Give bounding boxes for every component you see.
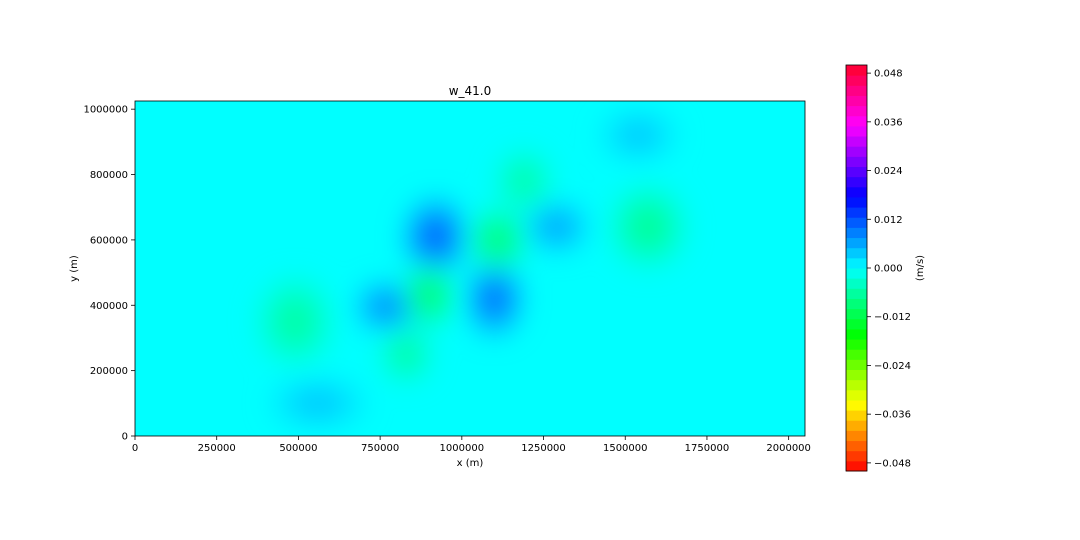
colorbar-band [846, 420, 867, 431]
colorbar-band [846, 308, 867, 320]
colorbar-band [846, 268, 867, 279]
colorbar-band [846, 196, 867, 208]
x-axis: 0 250000 500000 750000 1000000 1250000 1500000… [132, 436, 811, 454]
colorbar-band [846, 318, 867, 330]
x-tick-label: 1000000 [440, 443, 485, 454]
colorbar-band [846, 125, 867, 137]
colorbar-band [846, 247, 867, 259]
colorbar-band [846, 207, 867, 218]
colorbar-band [846, 430, 867, 442]
colorbar-tick-label: −0.012 [874, 312, 911, 323]
colorbar-band [846, 288, 867, 299]
colorbar-band [846, 95, 867, 107]
colorbar-band [846, 440, 867, 452]
colorbar-band [846, 460, 867, 472]
colorbar-band [846, 389, 867, 401]
colorbar-band [846, 450, 867, 462]
colorbar-band [846, 237, 867, 249]
colorbar-band [846, 410, 867, 421]
colorbar: 0.048 0.036 0.024 0.012 0.000 −0.012 −0.024 −0.… [845, 64, 926, 472]
colorbar-band [846, 278, 867, 289]
colorbar-band [846, 146, 867, 157]
field-background [135, 101, 805, 436]
y-tick-label: 400000 [90, 301, 128, 312]
colorbar-band [846, 65, 867, 76]
field-feature [483, 223, 513, 257]
colorbar-band [846, 349, 867, 360]
x-tick-label: 2000000 [766, 443, 811, 454]
colorbar-band [846, 166, 867, 178]
colorbar-band [846, 369, 867, 381]
colorbar-band [846, 156, 867, 167]
colorbar-tick-label: −0.024 [874, 361, 911, 372]
colorbar-band [846, 379, 867, 391]
colorbar-tick-label: 0.024 [874, 166, 903, 177]
colorbar-tick-label: −0.048 [874, 458, 911, 469]
colorbar-band [846, 176, 867, 188]
x-tick-label: 1500000 [603, 443, 648, 454]
plot-frame [134, 100, 806, 437]
field-feature [618, 122, 659, 148]
y-tick-label: 200000 [90, 366, 128, 377]
colorbar-tick-label: 0.048 [874, 69, 903, 80]
colorbar-band [846, 136, 867, 147]
x-tick-label: 750000 [361, 443, 399, 454]
field-feature [419, 216, 452, 257]
colorbar-band [846, 186, 867, 198]
field-feature [509, 164, 539, 198]
colorbar-tick-label: 0.012 [874, 215, 903, 226]
y-tick-label: 0 [122, 432, 128, 443]
colorbar-band [846, 328, 867, 340]
x-tick-label: 0 [132, 443, 138, 454]
x-axis-label: x (m) [457, 458, 484, 469]
x-tick-label: 1750000 [685, 443, 730, 454]
y-tick-label: 600000 [90, 235, 128, 246]
colorbar-band [846, 85, 867, 96]
y-axis: 0 200000 400000 600000 800000 1000000 [83, 105, 135, 443]
colorbar-band [846, 227, 867, 239]
colorbar-band [846, 298, 867, 310]
field-feature [393, 339, 419, 369]
colorbar-band [846, 257, 867, 269]
colorbar-band [846, 115, 867, 127]
field-feature [292, 390, 344, 416]
y-tick-label: 1000000 [83, 105, 128, 116]
colorbar-tick-label: 0.000 [874, 264, 903, 275]
field-feature [416, 279, 442, 312]
colorbar-band [846, 75, 867, 86]
field-feature [370, 294, 403, 320]
field-feature [480, 278, 509, 319]
field-feature [275, 298, 315, 345]
colorbar-band [846, 399, 867, 411]
y-axis-label: y (m) [69, 255, 80, 282]
plot-area [134, 100, 806, 437]
colorbar-label: (m/s) [915, 255, 926, 281]
colorbar-band [846, 105, 867, 117]
colorbar-tick-label: 0.036 [874, 117, 903, 128]
colorbar-band [846, 339, 867, 350]
field-feature [628, 205, 668, 249]
colorbar-band [846, 359, 867, 370]
x-tick-label: 250000 [198, 443, 236, 454]
x-tick-label: 1250000 [521, 443, 566, 454]
chart-title: w_41.0 [449, 84, 492, 98]
y-tick-label: 800000 [90, 170, 128, 181]
field-feature [540, 214, 573, 240]
colorbar-tick-label: −0.036 [874, 410, 911, 421]
colorbar-band [846, 217, 867, 228]
x-tick-label: 500000 [279, 443, 317, 454]
